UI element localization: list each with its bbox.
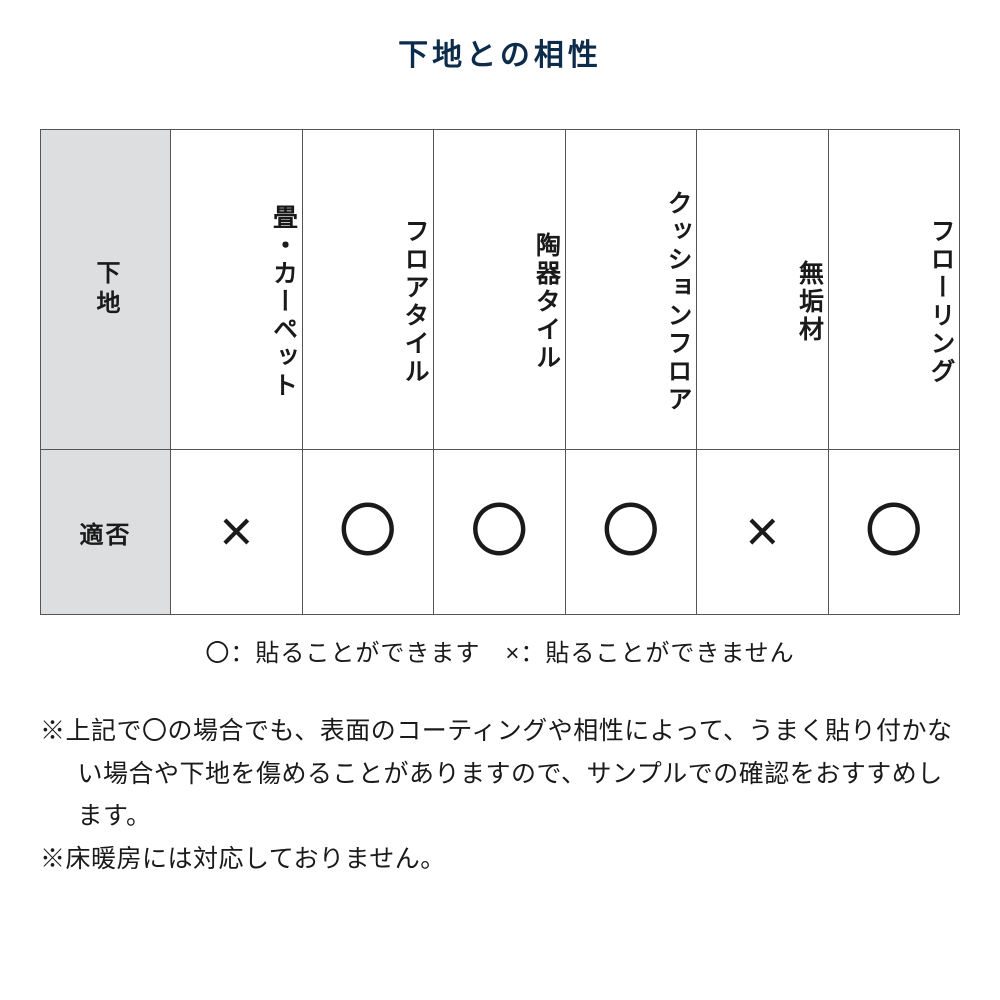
col-header: 陶器タイル bbox=[434, 130, 566, 450]
col-header: フロアタイル bbox=[302, 130, 434, 450]
note-item: ※上記で〇の場合でも、表面のコーティングや相性によって、うまく貼り付かない場合や… bbox=[40, 710, 960, 838]
col-header: 無垢材 bbox=[697, 130, 829, 450]
col-header: クッションフロア bbox=[565, 130, 697, 450]
page-title: 下地との相性 bbox=[40, 30, 960, 74]
table-cell: × bbox=[697, 450, 829, 615]
table-value-row: 適否 × 〇 〇 〇 × 〇 bbox=[41, 450, 960, 615]
table-header-row: 下地 畳・カーペット フロアタイル 陶器タイル クッションフロア 無垢材 フロー… bbox=[41, 130, 960, 450]
table-cell: 〇 bbox=[302, 450, 434, 615]
table-cell: 〇 bbox=[828, 450, 960, 615]
row-label-suitability: 適否 bbox=[41, 450, 171, 615]
table-cell: × bbox=[171, 450, 303, 615]
table-cell: 〇 bbox=[434, 450, 566, 615]
row-label-substrate: 下地 bbox=[41, 130, 171, 450]
note-item: ※床暖房には対応しておりません。 bbox=[40, 838, 960, 881]
notes-block: ※上記で〇の場合でも、表面のコーティングや相性によって、うまく貼り付かない場合や… bbox=[40, 710, 960, 880]
table-cell: 〇 bbox=[565, 450, 697, 615]
col-header: フローリング bbox=[828, 130, 960, 450]
col-header: 畳・カーペット bbox=[171, 130, 303, 450]
compatibility-table: 下地 畳・カーペット フロアタイル 陶器タイル クッションフロア 無垢材 フロー… bbox=[40, 129, 960, 615]
legend-text: 〇：貼ることができます ×：貼ることができません bbox=[40, 633, 960, 668]
